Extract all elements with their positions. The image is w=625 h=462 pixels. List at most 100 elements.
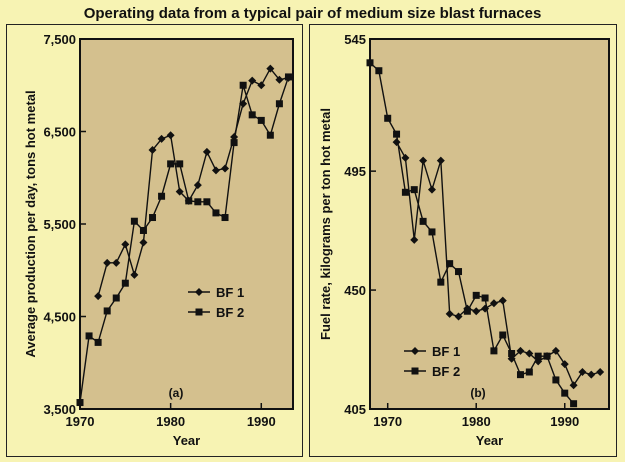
panel-b-series-2-point	[455, 268, 463, 276]
panel-b-series-2-point	[543, 352, 551, 360]
panel-b-series-2-point	[472, 291, 480, 299]
panel-b-series-2-point	[525, 368, 533, 376]
panel-b-series-2-point	[410, 186, 418, 194]
panel-a-series-1-point	[211, 166, 220, 175]
panel-b-xtick-label: 1980	[462, 414, 491, 429]
panel-a-series-2-point	[221, 214, 229, 222]
panel-a-series-1-point	[157, 134, 166, 143]
panel-a-series-1-point	[148, 146, 157, 154]
panel-a-series-2-point	[230, 139, 238, 147]
panel-b-ytick-label: 545	[344, 32, 366, 47]
panel-a-ytick-label: 6,500	[43, 125, 76, 140]
panel-a-series-2-point	[257, 116, 265, 124]
panel-a-series-2-point	[266, 131, 274, 139]
panel-b-ylabel: Fuel rate, kilograms per ton hot metal	[318, 108, 333, 340]
panel-a-series-2-point	[212, 209, 220, 217]
panel-a-series-2-point	[94, 338, 102, 346]
panel-b-ytick-label: 405	[344, 402, 366, 417]
panel-a-xlabel: Year	[173, 433, 200, 448]
panel-a-ytick-label: 4,500	[43, 310, 76, 325]
panel-a-label: (a)	[169, 386, 184, 400]
panel-b-xtick-label: 1990	[550, 414, 579, 429]
panel-b-series-1-point	[427, 185, 436, 194]
panel-b-plot-area	[369, 38, 610, 410]
panel-b-ytick-label: 450	[344, 283, 366, 298]
panel-b-series-2-point	[516, 371, 524, 379]
panel-a-series-2-point	[275, 100, 283, 108]
panel-b-series-1-point	[454, 312, 463, 321]
panel-b-label: (b)	[470, 386, 485, 400]
panel-a-series-2-point	[139, 226, 147, 234]
panel-b-series-1-point	[489, 299, 498, 308]
panel-a-series-1-point	[266, 64, 275, 73]
panel-b-legend-marker-2	[411, 367, 419, 375]
panel-a-series-1-point	[139, 238, 148, 247]
panel-b-series-2-point	[463, 307, 471, 315]
panel-a-series-1-point	[94, 292, 103, 301]
panel-b-series-1-point	[551, 346, 560, 355]
panel-a-series-2-point	[103, 307, 111, 315]
panel-b-series-2-point	[508, 350, 516, 357]
panel-b-xtick-label: 1970	[373, 414, 402, 429]
panel-b-series-2-point	[437, 278, 445, 286]
panel-b-series-2-point	[534, 352, 542, 360]
panel-b-legend-label-1: BF 1	[432, 344, 460, 359]
panel-a-ytick-label: 5,500	[43, 217, 76, 232]
panel-b-xlabel: Year	[476, 433, 503, 448]
panel-b-ytick-label: 495	[344, 164, 366, 179]
panel-b-series-2-point	[499, 331, 507, 339]
panel-a-series-1-point	[103, 258, 112, 267]
panel-b-series-2-point	[428, 228, 436, 236]
panel-b-series-1-point	[596, 368, 605, 376]
panel-a-series-1-point	[248, 76, 257, 85]
panel-b-series-2-point	[490, 347, 498, 355]
panel-b-series-2-point	[401, 188, 409, 196]
panel-b-series-1-point	[498, 296, 507, 305]
panel-a-xtick-label: 1980	[156, 414, 185, 429]
panel-b-series-2-point	[552, 376, 560, 384]
panel-b-series-1-point	[445, 309, 454, 318]
panel-b-series-1-point	[578, 368, 587, 376]
panel-b-series-2-point	[375, 67, 383, 75]
panel-a-series-1-point	[257, 81, 266, 90]
panel-a-xtick-label: 1990	[247, 414, 276, 429]
panel-b-series-1-point	[569, 381, 578, 390]
panel-b-series-2-point	[561, 389, 569, 397]
panel-b-series-2-point	[393, 130, 401, 138]
panel-a-ytick-label: 7,500	[43, 32, 76, 47]
panel-a-series-2-point	[248, 111, 256, 119]
panel-a-series-2-point	[239, 81, 247, 89]
panel-a-series-1-point	[121, 240, 130, 249]
panel-a-series-1-point	[175, 187, 184, 196]
panel-a-series-1-point	[202, 147, 211, 156]
panel-a-series-1-point	[112, 258, 121, 267]
panel-a-legend-marker-1	[195, 288, 203, 296]
panel-b-series-1-point	[525, 349, 534, 358]
panel-a-ytick-label: 3,500	[43, 402, 76, 417]
panel-a-series-2-point	[76, 399, 84, 407]
panel-b-series-2-point	[384, 114, 392, 122]
panel-a-series-1-point	[230, 133, 239, 142]
panel-a-legend-marker-2	[195, 308, 203, 316]
panel-b-series-1-point	[436, 156, 445, 165]
panel-a-plot-area	[79, 38, 294, 410]
panel-b-series-1-point	[560, 360, 569, 369]
panel-a-series-1-line	[97, 67, 289, 297]
panel-b-legend-marker-1	[411, 347, 419, 355]
panel-a-series-2-point	[112, 294, 120, 302]
panel-a-series-2-point	[130, 217, 138, 225]
panel-a-ylabel: Average production per day, tons hot met…	[23, 90, 38, 357]
panel-b-series-1-point	[419, 156, 428, 165]
panel-a-series-2-point	[203, 198, 211, 206]
panel-b-series-1-point	[410, 235, 419, 244]
panel-a-series-2-point	[85, 332, 93, 340]
panel-a-series-2-point	[284, 73, 292, 81]
panel-a-series-1-point	[193, 181, 202, 190]
panel-a-series-1-point	[166, 131, 175, 140]
panel-b-legend-label-2: BF 2	[432, 364, 460, 379]
panel-a-series-1-point	[221, 164, 230, 173]
panel-a-series-2-point	[121, 279, 129, 287]
panel-b-series-2-point	[570, 400, 578, 408]
panel-b-series-2-point	[419, 217, 427, 225]
